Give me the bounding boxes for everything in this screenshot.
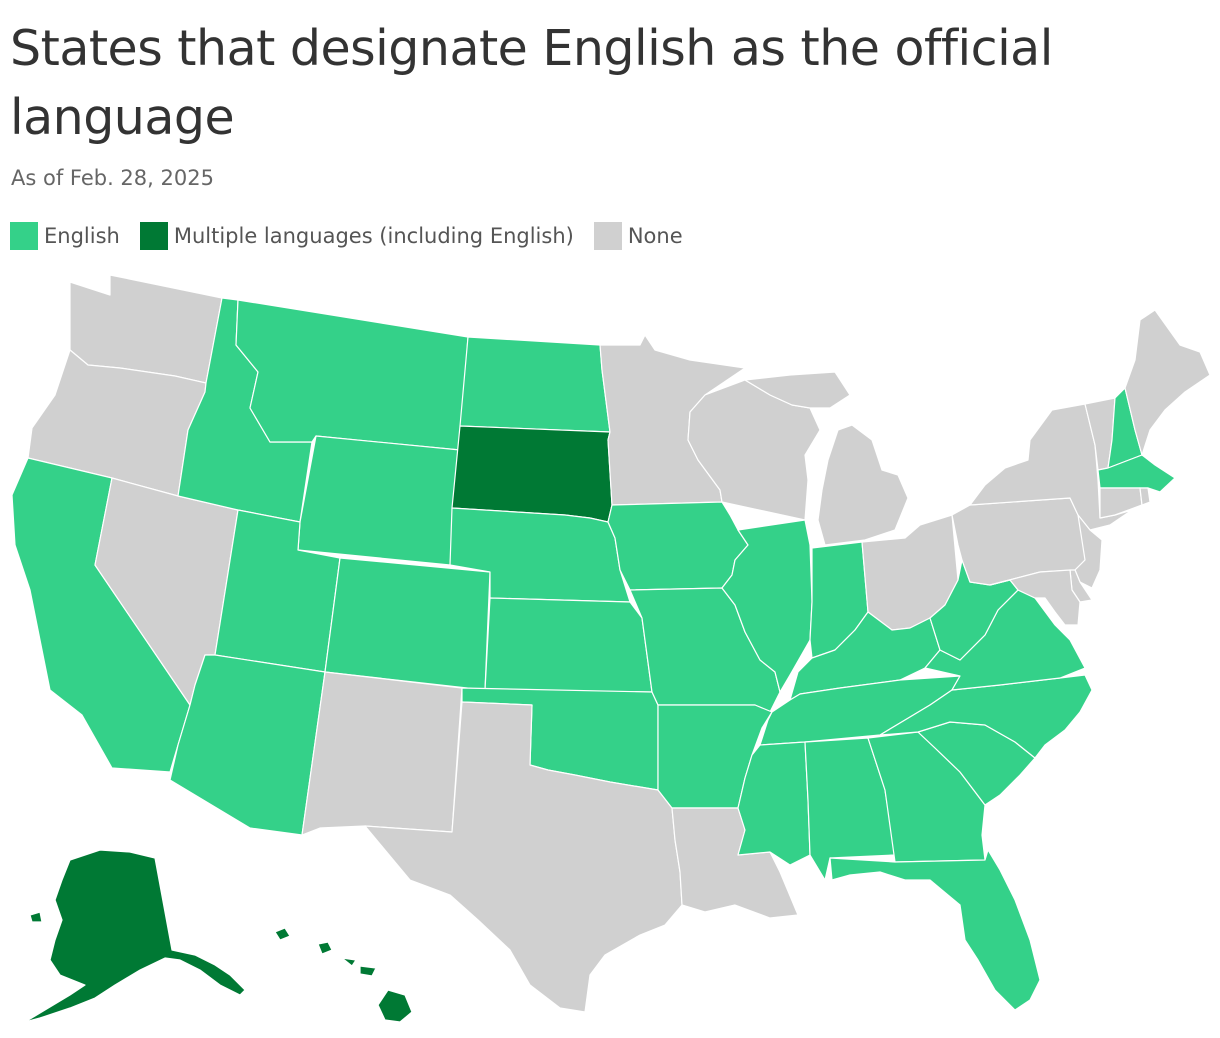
legend-swatch-none: [593, 222, 622, 250]
state-fl: [829, 849, 1041, 1011]
state-co: [324, 557, 491, 691]
state-mi: [744, 371, 909, 546]
legend-swatch-multiple: [139, 222, 168, 250]
legend: English Multiple languages (including En…: [10, 222, 703, 250]
us-map: [11, 274, 1211, 1023]
map-subtitle: As of Feb. 28, 2025: [11, 166, 214, 190]
legend-label-english: English: [44, 224, 120, 248]
state-nj: [1074, 514, 1103, 589]
state-sd: [451, 425, 613, 523]
state-ct: [1099, 487, 1143, 519]
legend-label-multiple: Multiple languages (including English): [173, 224, 574, 248]
legend-label-none: None: [627, 224, 683, 248]
state-ks: [484, 597, 653, 693]
state-mt: [235, 299, 469, 451]
state-ak: [24, 849, 246, 1023]
state-me: [1124, 309, 1211, 456]
state-nm: [301, 671, 463, 836]
map-title: States that designate English as the off…: [10, 20, 1053, 146]
state-tx: [364, 701, 683, 1013]
state-ia: [607, 501, 749, 591]
state-wy: [297, 435, 461, 566]
state-nd: [459, 336, 611, 433]
legend-item-english: English: [10, 222, 120, 250]
state-il: [721, 519, 813, 693]
state-hi: [274, 927, 413, 1023]
legend-item-none: None: [593, 222, 683, 250]
legend-swatch-english: [10, 222, 38, 250]
legend-item-multiple: Multiple languages (including English): [139, 222, 574, 250]
state-ri: [1139, 487, 1151, 506]
state-md: [989, 569, 1081, 626]
